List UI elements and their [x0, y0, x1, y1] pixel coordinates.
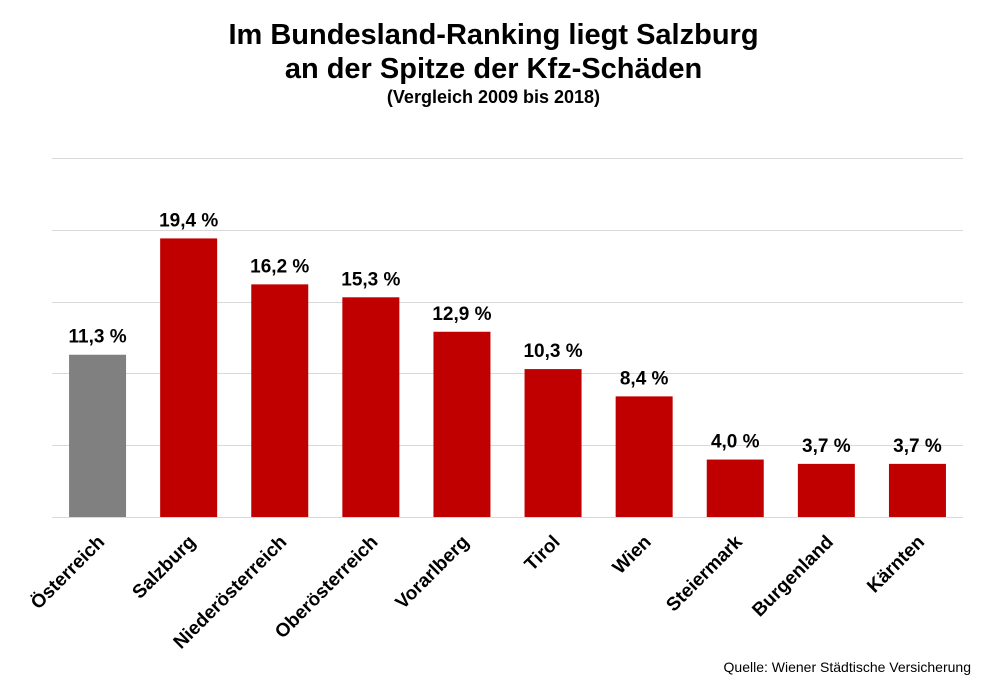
category-label: Steiermark [662, 531, 747, 616]
category-label: Vorarlberg [392, 532, 474, 614]
bar [160, 238, 218, 517]
bars [69, 238, 946, 517]
category-labels: Österreich SalzburgNiederösterreichOberös… [27, 531, 929, 653]
chart-title-line-2: an der Spitze der Kfz-Schäden [284, 53, 703, 85]
value-label: 8,4 % [620, 368, 669, 389]
bar [888, 463, 946, 517]
chart-subtitle: (Vergleich 2009 bis 2018) [386, 87, 601, 107]
category-label: Burgenland [748, 532, 837, 621]
value-label: 4,0 % [711, 432, 760, 453]
category-label: Salzburg [129, 532, 201, 604]
bar [69, 354, 127, 517]
bar [615, 396, 673, 517]
bar [342, 297, 400, 517]
category-label: Kärnten [863, 532, 929, 598]
category-label: Tirol [521, 532, 565, 576]
bar [251, 284, 309, 517]
chart-title: Im Bundesland-Ranking liegt Salzburg an … [0, 18, 987, 86]
chart-title-line-1: Im Bundesland-Ranking liegt Salzburg [228, 19, 759, 51]
value-label: 3,7 % [802, 436, 851, 457]
bar [797, 463, 855, 517]
bar [433, 331, 491, 517]
bar [524, 369, 582, 517]
value-label: 15,3 % [341, 269, 400, 290]
value-label: 11,3 % [68, 327, 126, 348]
value-label: 10,3 % [523, 341, 582, 362]
category-label: Wien [609, 532, 656, 579]
value-label: 12,9 % [432, 304, 491, 325]
category-label: Österreich [27, 532, 109, 614]
value-label: 16,2 % [250, 256, 309, 277]
value-label: 19,4 % [159, 210, 218, 231]
source-note: Quelle: Wiener Städtische Versicherung [723, 659, 971, 675]
value-label: 3,7 % [893, 436, 942, 457]
bar [706, 459, 764, 517]
value-labels: 11,3 % 19,4 % 16,2 % 15,3 % 12,9 % 10,3 % 8,4 … [68, 210, 941, 456]
